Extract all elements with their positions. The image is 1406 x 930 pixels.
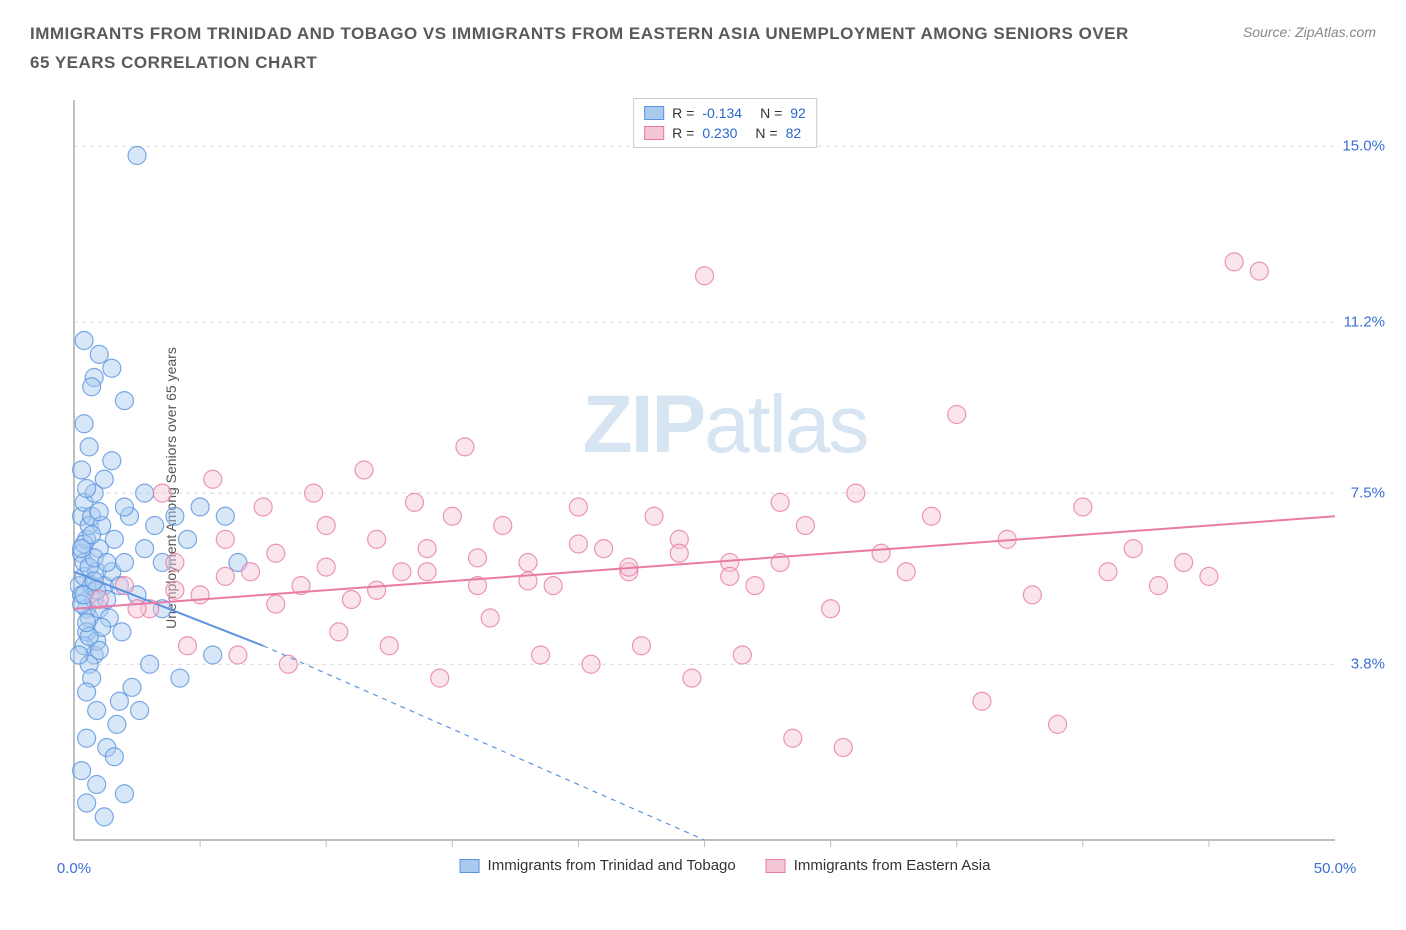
n-label: N = [760,105,782,121]
chart-container: Unemployment Among Seniors over 65 years… [60,95,1390,880]
y-tick-label: 11.2% [1344,314,1385,331]
legend-stats-row: R = 0.230 N = 82 [644,123,806,143]
legend-swatch [460,859,480,873]
plot-area: ZIPatlas R =-0.134N =92R =0.230N =82 Imm… [70,95,1380,880]
legend-stats-box: R =-0.134N =92R =0.230N =82 [633,98,817,148]
chart-source: Source: ZipAtlas.com [1243,24,1376,40]
n-label: N = [755,125,777,141]
legend-stats-row: R = -0.134 N = 92 [644,103,806,123]
r-label: R = [672,125,694,141]
y-tick-label: 15.0% [1342,138,1385,155]
x-tick-label: 50.0% [1314,860,1357,877]
legend-item: Immigrants from Eastern Asia [766,857,991,874]
r-value: 0.230 [702,125,737,141]
bottom-legend: Immigrants from Trinidad and Tobago Immig… [460,857,991,874]
r-label: R = [672,105,694,121]
legend-label: Immigrants from Eastern Asia [794,857,991,874]
legend-swatch [644,126,664,140]
n-value: 82 [786,125,802,141]
r-value: -0.134 [702,105,742,121]
x-tick-label: 0.0% [57,860,91,877]
scatter-svg [70,95,1380,880]
chart-title: IMMIGRANTS FROM TRINIDAD AND TOBAGO VS I… [30,20,1130,78]
n-value: 92 [790,105,806,121]
legend-swatch [644,106,664,120]
y-tick-label: 3.8% [1351,656,1385,673]
legend-item: Immigrants from Trinidad and Tobago [460,857,736,874]
y-tick-label: 7.5% [1351,485,1385,502]
legend-label: Immigrants from Trinidad and Tobago [488,857,736,874]
legend-swatch [766,859,786,873]
